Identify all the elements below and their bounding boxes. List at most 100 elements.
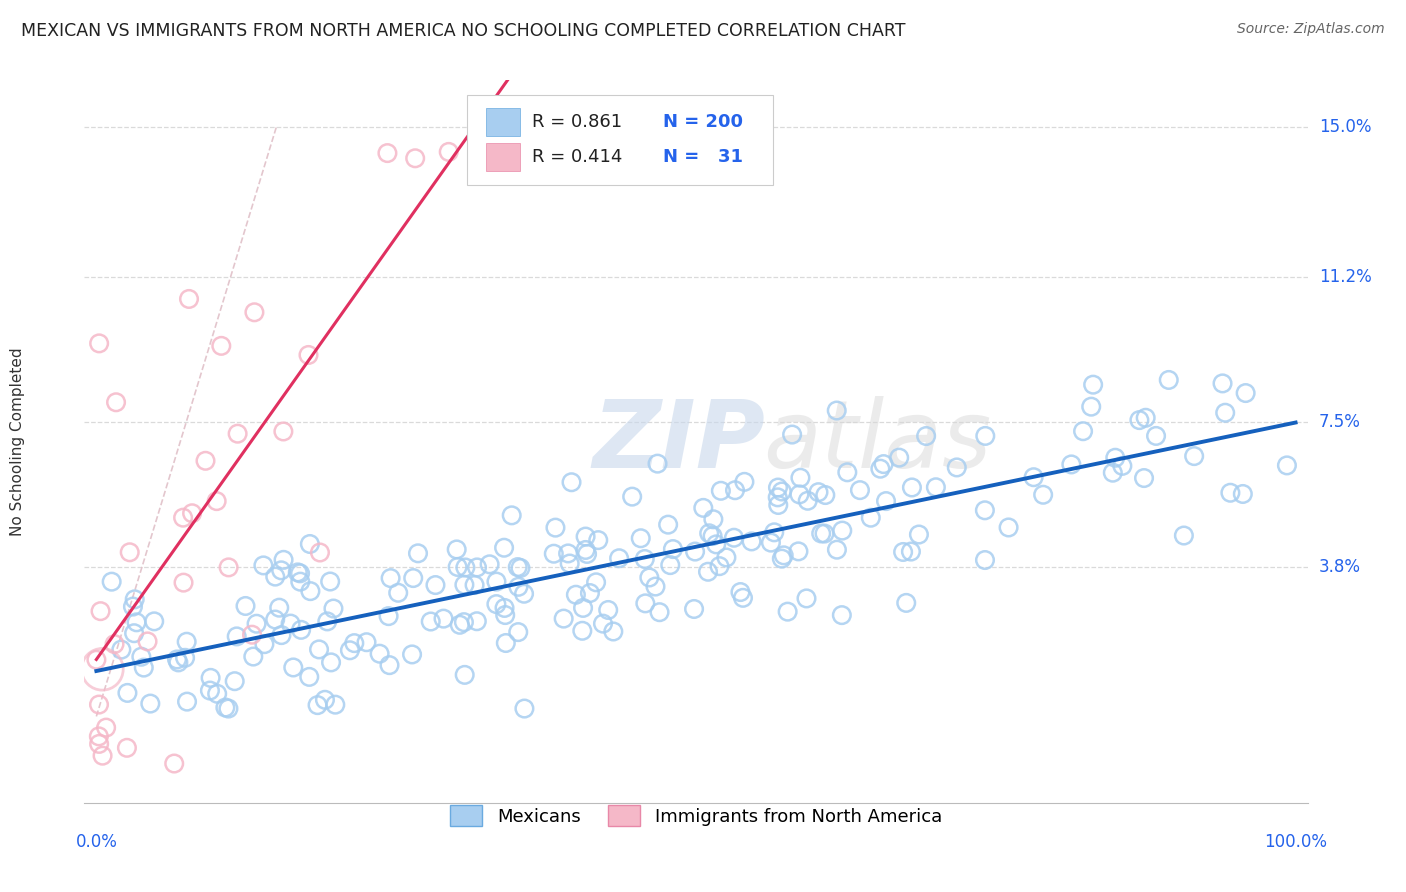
Point bbox=[558, 557, 581, 571]
Point bbox=[730, 585, 752, 599]
Point bbox=[768, 498, 790, 512]
Point bbox=[1111, 458, 1133, 473]
Point bbox=[86, 653, 108, 667]
Point bbox=[702, 529, 724, 543]
Point bbox=[115, 740, 138, 755]
Point bbox=[1101, 466, 1123, 480]
Point bbox=[509, 561, 531, 575]
Point bbox=[602, 624, 624, 639]
Point bbox=[1032, 488, 1054, 502]
Point bbox=[1213, 406, 1236, 420]
Point bbox=[343, 636, 366, 650]
Text: No Schooling Completed: No Schooling Completed bbox=[10, 347, 25, 536]
Point bbox=[478, 558, 501, 572]
Point bbox=[772, 549, 794, 563]
Point bbox=[807, 485, 830, 500]
Point bbox=[131, 649, 153, 664]
Point bbox=[87, 698, 110, 712]
Point bbox=[825, 542, 848, 557]
Point bbox=[377, 146, 399, 161]
Point bbox=[702, 512, 724, 526]
Point bbox=[565, 588, 588, 602]
Point bbox=[1081, 377, 1104, 392]
Point bbox=[513, 701, 536, 715]
Point bbox=[814, 488, 837, 502]
Point bbox=[644, 580, 666, 594]
Point bbox=[132, 660, 155, 674]
Point bbox=[298, 537, 321, 551]
Point bbox=[946, 460, 969, 475]
Point bbox=[723, 531, 745, 545]
Point bbox=[314, 693, 336, 707]
Point bbox=[309, 545, 332, 559]
Point bbox=[494, 608, 516, 623]
Point bbox=[387, 586, 409, 600]
Point bbox=[585, 575, 607, 590]
Point bbox=[308, 642, 330, 657]
Point bbox=[766, 491, 789, 505]
Point bbox=[710, 483, 733, 498]
Point bbox=[662, 542, 685, 557]
Bar bbox=[485, 143, 520, 170]
Point bbox=[225, 629, 247, 643]
Point bbox=[245, 616, 267, 631]
Point bbox=[576, 547, 599, 561]
Point bbox=[214, 700, 236, 714]
Point bbox=[560, 475, 582, 490]
Point bbox=[733, 475, 755, 489]
Point bbox=[307, 698, 329, 713]
Point bbox=[1219, 485, 1241, 500]
Point bbox=[544, 521, 567, 535]
Point bbox=[974, 553, 997, 567]
Point bbox=[217, 701, 239, 715]
Point bbox=[634, 552, 657, 566]
Point bbox=[269, 600, 291, 615]
Point bbox=[198, 683, 221, 698]
Point bbox=[356, 635, 378, 649]
Point bbox=[322, 601, 344, 615]
Point bbox=[1232, 487, 1254, 501]
Point bbox=[592, 616, 614, 631]
Point bbox=[167, 656, 190, 670]
Point bbox=[659, 558, 682, 573]
Point bbox=[378, 658, 401, 673]
Text: R = 0.414: R = 0.414 bbox=[531, 148, 623, 166]
Text: N =   31: N = 31 bbox=[664, 148, 742, 166]
Point bbox=[118, 545, 141, 559]
Point bbox=[889, 450, 911, 465]
Text: 7.5%: 7.5% bbox=[1319, 413, 1361, 431]
Point bbox=[402, 571, 425, 585]
Point bbox=[139, 697, 162, 711]
Point bbox=[174, 650, 197, 665]
Point bbox=[419, 615, 441, 629]
Point bbox=[91, 662, 114, 676]
Bar bbox=[485, 109, 520, 136]
Point bbox=[915, 429, 938, 443]
Point bbox=[634, 596, 657, 610]
Point bbox=[709, 559, 731, 574]
Point bbox=[796, 591, 818, 606]
Point bbox=[543, 547, 565, 561]
Point bbox=[339, 643, 361, 657]
Point bbox=[574, 530, 596, 544]
Point bbox=[825, 403, 848, 417]
Point bbox=[974, 429, 997, 443]
Point bbox=[908, 527, 931, 541]
Point bbox=[796, 493, 818, 508]
Point bbox=[89, 737, 111, 751]
Point bbox=[270, 563, 292, 577]
Point bbox=[224, 674, 246, 689]
Point bbox=[900, 544, 922, 558]
Point bbox=[200, 671, 222, 685]
Point bbox=[1182, 449, 1205, 463]
Point bbox=[449, 617, 471, 632]
Point bbox=[122, 599, 145, 614]
Point bbox=[557, 546, 579, 560]
Point bbox=[404, 151, 426, 165]
Point bbox=[638, 570, 661, 584]
Text: 11.2%: 11.2% bbox=[1319, 268, 1371, 285]
Point bbox=[181, 506, 204, 520]
Text: Source: ZipAtlas.com: Source: ZipAtlas.com bbox=[1237, 22, 1385, 37]
Point bbox=[283, 660, 305, 674]
Point bbox=[647, 457, 669, 471]
